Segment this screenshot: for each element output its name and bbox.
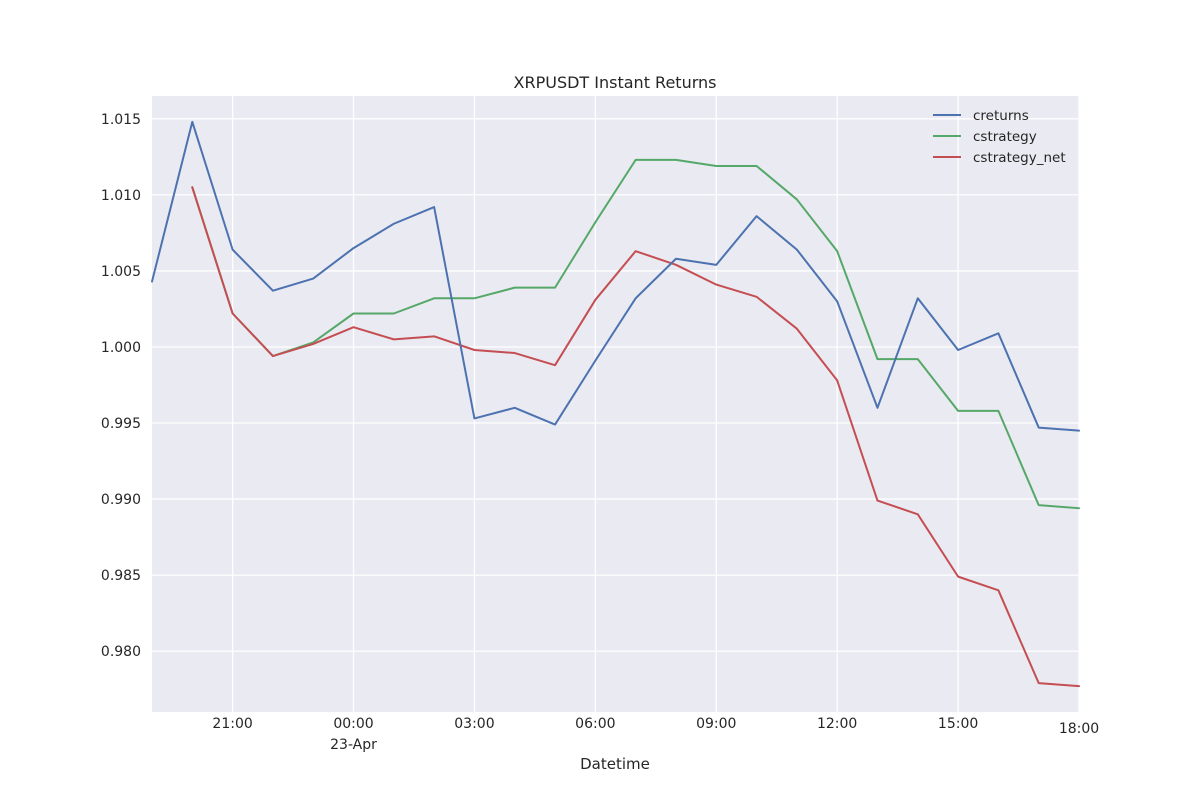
plot-area (152, 96, 1079, 712)
y-tick-label: 0.990 (101, 492, 141, 508)
y-axis-ticks: 0.980 0.985 0.990 0.995 1.000 1.005 1.010 1.015 (101, 112, 141, 660)
y-tick-label: 0.995 (101, 416, 141, 432)
x-tick-sublabel: 23-Apr (330, 737, 377, 753)
x-tick-label: 09:00 (696, 716, 736, 732)
legend: creturns cstrategy cstrategy_net (933, 108, 1066, 166)
x-tick-label: 06:00 (575, 716, 615, 732)
y-tick-label: 0.980 (101, 644, 141, 660)
x-tick-label: 00:00 (333, 716, 373, 732)
x-axis-label: Datetime (580, 755, 650, 773)
series-line-cstrategy (191, 158, 1080, 510)
chart-title: XRPUSDT Instant Returns (514, 73, 717, 92)
x-tick-label: 15:00 (938, 716, 978, 732)
legend-label-cstrategy-net: cstrategy_net (973, 150, 1066, 166)
y-tick-label: 1.000 (101, 340, 141, 356)
legend-label-cstrategy: cstrategy (973, 129, 1037, 145)
x-axis-ticks: 21:00 00:00 23-Apr 03:00 06:00 09:00 12:00 15:0… (212, 716, 1099, 753)
x-tick-label: 03:00 (454, 716, 494, 732)
x-tick-label: 18:00 (1059, 721, 1099, 737)
x-tick-label: 21:00 (212, 716, 252, 732)
y-tick-label: 1.015 (101, 112, 141, 128)
grid (152, 96, 1080, 712)
y-tick-label: 1.010 (101, 188, 141, 204)
series-lines (151, 120, 1080, 688)
y-tick-label: 0.985 (101, 568, 141, 584)
legend-label-creturns: creturns (973, 108, 1029, 124)
series-line-creturns (151, 120, 1080, 432)
series-line-cstrategy-net (191, 186, 1080, 688)
y-tick-label: 1.005 (101, 264, 141, 280)
x-tick-label: 12:00 (817, 716, 857, 732)
